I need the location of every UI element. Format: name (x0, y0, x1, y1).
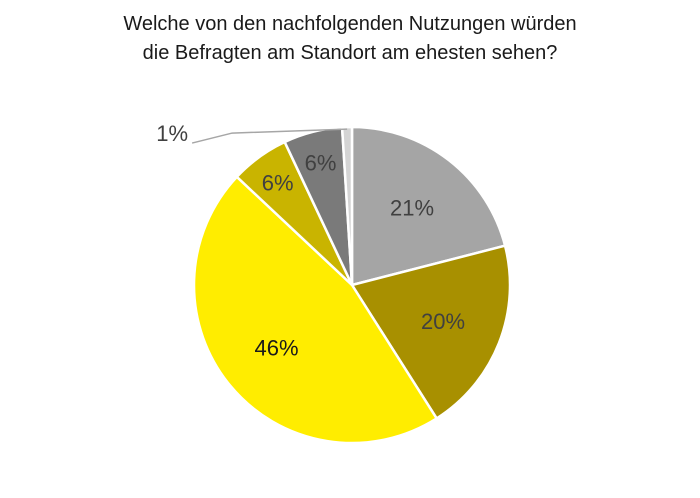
slice-label-1: 20% (421, 309, 465, 334)
chart-title: Welche von den nachfolgenden Nutzungen w… (0, 10, 700, 68)
slice-label-5: 1% (156, 121, 188, 146)
chart-title-line-1: Welche von den nachfolgenden Nutzungen w… (123, 13, 577, 35)
pie-slice-1 (350, 244, 512, 421)
slice-label-0: 21% (390, 196, 434, 221)
leader-line-5 (191, 128, 348, 144)
slice-label-2: 46% (254, 335, 298, 360)
slice-label-4: 6% (305, 151, 337, 176)
pie-slice-0 (350, 125, 507, 287)
pie-labels: 21% 20% 46% 6% 6% 1% (156, 121, 465, 360)
pie-slices (192, 125, 512, 445)
pie-slice-5 (340, 125, 354, 286)
slice-label-3: 6% (262, 171, 294, 196)
pie-slice-2 (192, 175, 439, 445)
leader-lines (191, 128, 348, 144)
chart-title-line-2: die Befragten am Standort am ehesten seh… (142, 42, 558, 64)
